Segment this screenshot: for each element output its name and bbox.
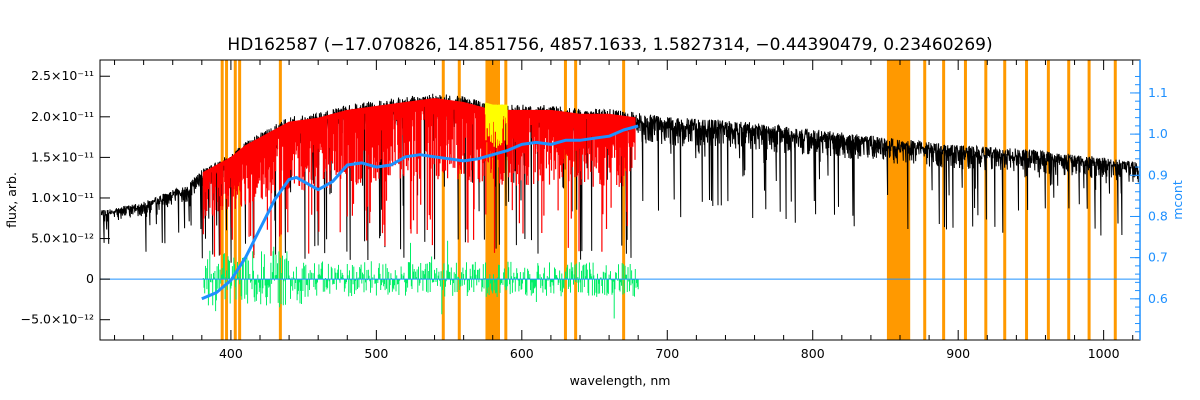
y2-tick-label: 0.9 <box>1148 167 1168 182</box>
mask-line <box>441 60 445 340</box>
mask-band <box>886 60 911 340</box>
mask-line <box>923 60 927 340</box>
y-tick-label: 0 <box>86 271 94 286</box>
mask-line <box>942 60 946 340</box>
mask-line <box>1003 60 1007 340</box>
mask-line <box>1113 60 1117 340</box>
mask-line <box>457 60 461 340</box>
chart-title: HD162587 (−17.070826, 14.851756, 4857.16… <box>227 35 992 55</box>
y-tick-label: 5.0×10⁻¹² <box>31 231 94 246</box>
y2-tick-label: 1.0 <box>1148 126 1168 141</box>
masked-points <box>484 102 508 148</box>
mask-line <box>622 60 626 340</box>
series-layer <box>100 93 1140 319</box>
x-axis: 400 500 600 700 800 900 1000 <box>114 60 1134 361</box>
x-tick-label: 400 <box>219 346 243 361</box>
mask-line <box>574 60 578 340</box>
y-tick-label: 2.5×10⁻¹¹ <box>31 68 94 83</box>
y2-tick-label: 0.7 <box>1148 250 1168 265</box>
mask-line <box>963 60 967 340</box>
y2-tick-label: 0.6 <box>1148 291 1168 306</box>
x-tick-label: 800 <box>801 346 825 361</box>
mask-line <box>278 60 282 340</box>
mask-line <box>238 60 242 340</box>
observed-spectrum <box>101 93 1139 263</box>
mask-bands <box>220 60 1117 340</box>
x-tick-label: 500 <box>364 346 388 361</box>
y2-tick-label: 0.8 <box>1148 208 1168 223</box>
mask-line <box>563 60 567 340</box>
y-tick-label: 1.5×10⁻¹¹ <box>31 149 94 164</box>
y2-axis: 0.6 0.7 0.8 0.9 1.0 1.1 <box>1130 60 1168 340</box>
mask-band <box>485 60 500 340</box>
x-tick-label: 600 <box>510 346 534 361</box>
y-tick-label: −5.0×10⁻¹² <box>21 312 94 327</box>
y-tick-label: 1.0×10⁻¹¹ <box>31 190 94 205</box>
x-tick-label: 900 <box>946 346 970 361</box>
continuum-curve <box>201 124 639 301</box>
model-spectrum <box>202 98 636 259</box>
mask-line <box>1087 60 1091 340</box>
y2-tick-label: 1.1 <box>1148 85 1168 100</box>
y-axis-label: flux, arb. <box>4 172 19 228</box>
y-tick-label: 2.0×10⁻¹¹ <box>31 109 94 124</box>
mask-line <box>1025 60 1029 340</box>
x-tick-label: 700 <box>655 346 679 361</box>
y2-axis-label: mcont <box>1170 180 1185 220</box>
residuals <box>202 240 639 319</box>
mask-line <box>1046 60 1050 340</box>
x-axis-label: wavelength, nm <box>570 373 671 388</box>
x-tick-label: 1000 <box>1088 346 1120 361</box>
y-axis: −5.0×10⁻¹² 0 5.0×10⁻¹² 1.0×10⁻¹¹ 1.5×10⁻¹¹ 2.… <box>21 68 110 327</box>
